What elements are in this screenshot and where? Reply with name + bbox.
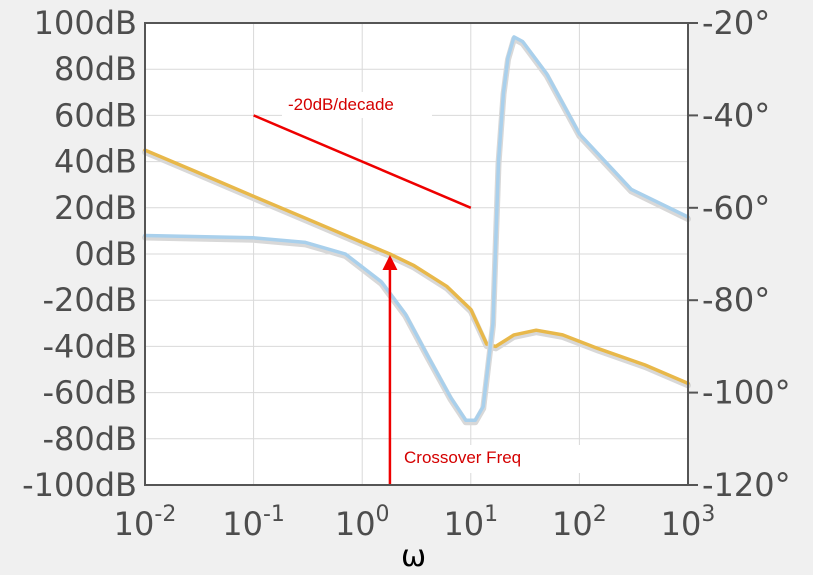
crossover-label-background bbox=[397, 445, 606, 473]
y-tick-label: 80dB bbox=[54, 50, 137, 88]
x-axis: 10-2 10-1 100 101 102 103 bbox=[114, 502, 716, 543]
plot-frame bbox=[144, 22, 689, 486]
x-tick-label: 101 bbox=[443, 502, 498, 543]
y-axis-right: -20° -40° -60° -80° -100° -120° bbox=[688, 4, 791, 504]
y2-tick-label: -120° bbox=[702, 466, 791, 504]
y-tick-label: 100dB bbox=[34, 4, 137, 42]
y2-tick-label: -100° bbox=[702, 374, 791, 412]
x-tick-label: 100 bbox=[335, 502, 390, 543]
y-tick-label: -20dB bbox=[42, 281, 137, 319]
y-tick-label: 60dB bbox=[54, 96, 137, 134]
series-layer bbox=[142, 35, 691, 426]
y-tick-label: -40dB bbox=[42, 327, 137, 365]
y-tick-label: -80dB bbox=[42, 420, 137, 458]
series-line-0 bbox=[143, 148, 690, 386]
x-tick-label: 103 bbox=[661, 502, 716, 543]
x-axis-label: ω bbox=[401, 539, 426, 574]
y2-tick-label: -40° bbox=[702, 96, 770, 134]
annotation-layer: -20dB/decade Crossover Freq bbox=[253, 92, 606, 485]
x-tick-label: 102 bbox=[552, 502, 607, 543]
y2-tick-label: -60° bbox=[702, 189, 770, 227]
slope-line bbox=[253, 114, 472, 209]
y2-tick-label: -20° bbox=[702, 4, 770, 42]
crossover-label: Crossover Freq bbox=[404, 448, 521, 467]
y-axis-left: 100dB 80dB 60dB 40dB 20dB 0dB -20dB -40dB -60dB -… bbox=[22, 4, 137, 504]
x-tick-label: 10-2 bbox=[114, 502, 177, 543]
y-tick-label: -100dB bbox=[22, 466, 137, 504]
y-tick-label: 0dB bbox=[74, 235, 137, 273]
y-tick-label: -60dB bbox=[42, 374, 137, 412]
y2-tick-label: -80° bbox=[702, 281, 770, 319]
slope-label-background bbox=[282, 92, 432, 118]
y-tick-label: 40dB bbox=[54, 143, 137, 181]
slope-label: -20dB/decade bbox=[288, 95, 394, 114]
x-tick-label: 10-1 bbox=[222, 502, 285, 543]
series-line-1 bbox=[143, 35, 690, 423]
y-tick-label: 20dB bbox=[54, 189, 137, 227]
